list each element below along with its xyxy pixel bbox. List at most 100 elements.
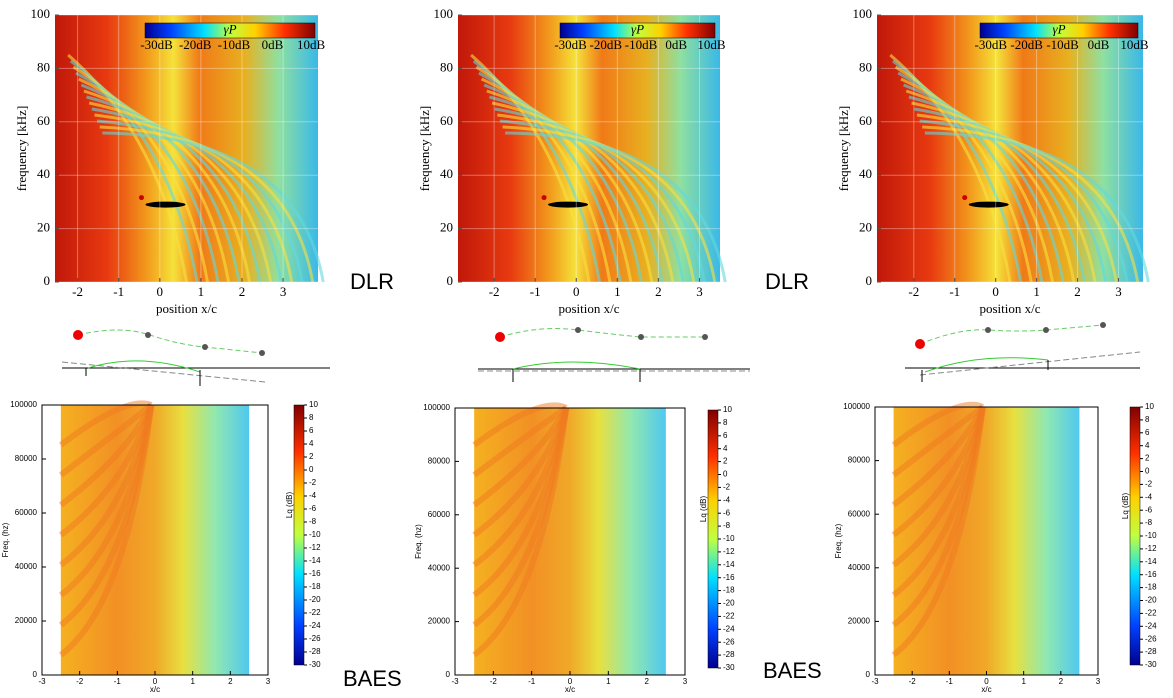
colorbar xyxy=(144,22,316,39)
x-tick-label: 2 xyxy=(239,284,246,299)
colorbar-label: γP xyxy=(223,21,236,36)
interference-band xyxy=(96,119,304,283)
colorbar-tick-label: -10dB xyxy=(625,37,658,52)
y-tick-label: 100 xyxy=(434,6,454,21)
colorbar-tick-label: -4 xyxy=(1145,492,1153,501)
colorbar-tick-label: -8 xyxy=(309,517,317,526)
colorbar-tick-label: -22 xyxy=(723,612,735,621)
colorbar-tick-label: -20 xyxy=(1145,596,1157,605)
colorbar-label: γP xyxy=(1052,21,1065,36)
x-tick-label: -2 xyxy=(76,677,84,686)
x-tick-label: -1 xyxy=(114,677,122,686)
x-tick-label: 3 xyxy=(266,677,271,686)
colorbar-tick-label: -18 xyxy=(1145,583,1157,592)
colorbar-tick-label: 10 xyxy=(723,405,732,414)
y-tick-label: 40000 xyxy=(848,563,871,572)
colorbar-tick-label: -2 xyxy=(309,478,317,487)
colorbar-tick-label: 8 xyxy=(723,418,728,427)
colorbar-label: Lq (dB) xyxy=(1121,493,1130,520)
x-tick-label: 2 xyxy=(655,284,662,299)
x-axis-label: position x/c xyxy=(558,301,619,316)
y-tick-label: 40 xyxy=(440,166,453,181)
colorbar-tick-label: -30dB xyxy=(975,37,1008,52)
x-tick-label: 3 xyxy=(696,284,703,299)
colorbar-tick-label: -26 xyxy=(309,634,321,643)
colorbar-tick-label: -16 xyxy=(1145,570,1157,579)
interference-band xyxy=(891,406,986,538)
x-tick-label: -2 xyxy=(72,284,83,299)
colorbar-tick-label: 2 xyxy=(1145,454,1150,463)
heatmap xyxy=(458,15,720,282)
interference-band xyxy=(903,83,1065,283)
x-tick-label: -2 xyxy=(908,284,919,299)
source xyxy=(541,195,547,201)
colorbar-tick-label: -2 xyxy=(723,483,731,492)
colorbar xyxy=(1129,406,1141,666)
heatmap xyxy=(877,15,1143,282)
interference-band xyxy=(494,107,685,283)
x-tick-label: -1 xyxy=(528,677,536,686)
colorbar-tick-label: -18 xyxy=(723,586,735,595)
y-tick-label: 0 xyxy=(44,273,51,288)
interference-band xyxy=(900,77,1055,283)
y-tick-label: 20000 xyxy=(848,617,871,626)
colorbar-tick-label: -30 xyxy=(309,660,321,669)
colorbar-tick-label: -28 xyxy=(723,650,735,659)
y-tick-label: 20000 xyxy=(428,617,451,626)
interference-band xyxy=(502,125,717,283)
colorbar-tick-label: -12 xyxy=(1145,544,1157,553)
x-tick-label: 2 xyxy=(644,677,649,686)
y-tick-label: 80 xyxy=(440,59,453,74)
x-tick-label: 1 xyxy=(614,284,621,299)
interference-band xyxy=(472,405,568,478)
x-tick-label: -2 xyxy=(490,677,498,686)
interference-band xyxy=(480,77,633,283)
colorbar-tick-label: -28 xyxy=(309,647,321,656)
x-tick-label: 0 xyxy=(153,677,158,686)
colorbar-tick-label: -20dB xyxy=(590,37,623,52)
interference-band xyxy=(94,113,294,283)
geometry-sketch xyxy=(61,322,1141,386)
y-tick-label: 60000 xyxy=(15,508,38,517)
y-tick-label: 60000 xyxy=(428,510,451,519)
y-tick-label: 100000 xyxy=(843,402,870,411)
interference-band xyxy=(499,119,706,283)
colorbar-tick-label: 10dB xyxy=(697,37,726,52)
colorbar-tick-label: -14 xyxy=(723,560,735,569)
y-tick-label: 100000 xyxy=(10,400,37,409)
colorbar-tick-label: -14 xyxy=(1145,557,1157,566)
colorbar-tick-label: -2 xyxy=(1145,480,1153,489)
colorbar-tick-label: 0 xyxy=(723,470,728,479)
colorbar-tick-label: -6 xyxy=(309,504,317,513)
colorbar xyxy=(559,22,716,39)
colorbar-tick-label: -20 xyxy=(723,599,735,608)
interference-band xyxy=(59,404,155,538)
colorbar-tick-label: -30dB xyxy=(140,37,173,52)
x-axis-label: x/c xyxy=(565,685,575,694)
interference-band xyxy=(483,83,643,283)
y-tick-label: 60 xyxy=(859,113,872,128)
colorbar-tick-label: -24 xyxy=(309,621,321,630)
interference-band xyxy=(99,125,315,283)
x-tick-label: -1 xyxy=(949,284,960,299)
x-tick-label: 1 xyxy=(1033,284,1040,299)
colorbar-tick-label: 10 xyxy=(1145,402,1154,411)
interference-band xyxy=(472,407,570,538)
colorbar-tick-label: -10dB xyxy=(218,37,251,52)
x-tick-label: -2 xyxy=(909,677,917,686)
x-tick-label: 0 xyxy=(157,284,164,299)
interference-band xyxy=(908,95,1086,283)
interference-band xyxy=(78,77,231,283)
x-tick-label: 3 xyxy=(683,677,688,686)
colorbar-tick-label: -8 xyxy=(1145,518,1153,527)
y-tick-label: 0 xyxy=(446,670,451,679)
interference-band xyxy=(472,406,569,508)
x-tick-label: 2 xyxy=(228,677,233,686)
colorbar-tick-label: 8 xyxy=(1145,415,1150,424)
colorbar-tick-label: 6 xyxy=(723,431,728,440)
y-tick-label: 80 xyxy=(37,59,50,74)
y-tick-label: 60000 xyxy=(848,509,871,518)
x-tick-label: 3 xyxy=(1115,284,1122,299)
x-tick-label: 0 xyxy=(992,284,999,299)
